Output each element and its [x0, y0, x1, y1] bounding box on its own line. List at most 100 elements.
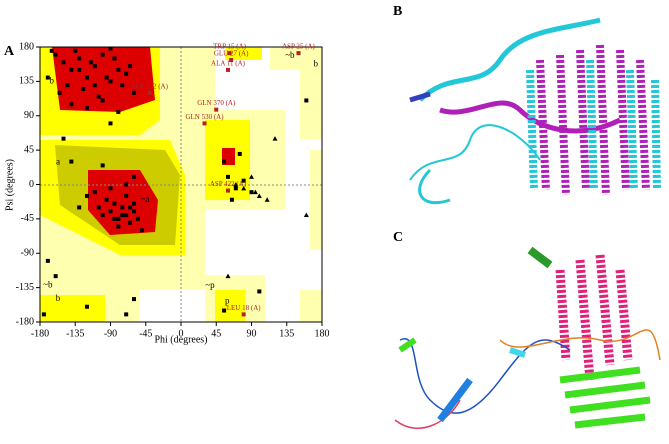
annotated-residue: [147, 90, 152, 95]
point: [73, 48, 78, 53]
annotation: ASP 422 (A): [210, 180, 247, 188]
annotated-residue: [229, 57, 234, 62]
annotation: ASP 25 (A): [282, 43, 315, 51]
point: [81, 87, 86, 92]
y-tick-label: -90: [21, 248, 34, 259]
protein-structure-b: [409, 17, 661, 205]
annotation: ALA 11 (A): [211, 60, 246, 68]
point: [225, 273, 231, 279]
point: [96, 94, 101, 99]
point: [135, 216, 140, 221]
point: [96, 205, 101, 210]
y-tick-label: -45: [21, 213, 34, 224]
x-tick-label: -180: [31, 328, 49, 339]
annotation: TRP 15 (A): [213, 43, 246, 51]
point: [252, 189, 258, 195]
point: [92, 83, 97, 88]
annotated-residue: [296, 51, 301, 56]
point: [116, 224, 121, 229]
region-label: b: [50, 75, 55, 85]
point: [69, 159, 74, 164]
point: [116, 67, 121, 72]
annotation: SER 132 (A): [131, 82, 168, 90]
point: [249, 190, 254, 195]
point: [124, 193, 129, 198]
point: [112, 216, 117, 221]
plot-layer: -180 -135 -90 -45 0 45 90 135 180 -180 -135 -90 -45 0…: [16, 41, 330, 339]
x-axis-label: Phi (degrees): [154, 334, 207, 345]
point: [249, 174, 254, 179]
panel-label: A: [4, 44, 15, 59]
point: [120, 205, 125, 210]
point: [272, 136, 278, 141]
point: [139, 228, 144, 233]
annotation: GLN 370 (A): [197, 99, 236, 107]
x-tick-label: 45: [211, 328, 221, 339]
point: [108, 186, 113, 191]
point: [303, 212, 309, 218]
point: [124, 182, 129, 187]
point: [264, 197, 270, 202]
point: [104, 197, 109, 202]
annotation: GLU 27 (A): [214, 50, 249, 58]
point: [100, 98, 105, 103]
point: [132, 174, 136, 179]
point: [116, 109, 121, 114]
annotated-residue: [214, 107, 219, 112]
point: [237, 151, 242, 156]
point: [88, 60, 93, 65]
x-tick-label: -135: [66, 328, 84, 339]
point: [100, 213, 105, 218]
region-label: ~b: [285, 50, 295, 60]
point: [226, 174, 230, 179]
annotated-residue: [241, 312, 246, 317]
point: [124, 312, 129, 317]
point: [85, 75, 89, 80]
point: [92, 190, 97, 195]
point: [128, 64, 133, 69]
point: [128, 220, 133, 225]
x-tick-label: 0: [179, 328, 184, 339]
y-tick-label: -135: [16, 282, 34, 293]
point: [233, 182, 239, 187]
panel-label: C: [393, 230, 403, 245]
region-label: ~p: [205, 280, 215, 290]
y-tick-label: 90: [24, 110, 34, 121]
point: [241, 185, 247, 191]
panel-label: B: [393, 4, 402, 19]
annotation: LEU 18 (A): [227, 304, 261, 312]
y-axis-label: Psi (degrees): [4, 159, 15, 211]
protein-structure-c: [394, 246, 661, 430]
point: [53, 52, 58, 57]
x-tick-label: -45: [139, 328, 152, 339]
point: [65, 83, 70, 88]
point: [53, 274, 58, 279]
point: [116, 216, 121, 221]
annotated-residue: [227, 51, 232, 56]
point: [85, 106, 89, 111]
point: [77, 205, 82, 210]
point: [124, 213, 129, 218]
point: [124, 71, 129, 76]
point: [112, 56, 117, 61]
y-tick-label: 45: [24, 144, 34, 155]
point: [108, 46, 113, 51]
point: [57, 90, 62, 95]
point: [128, 205, 133, 210]
point: [132, 297, 136, 302]
annotated-residue: [226, 188, 230, 193]
point: [256, 193, 262, 198]
y-tick-label: -180: [16, 316, 34, 327]
point: [108, 79, 113, 84]
point: [77, 67, 82, 72]
point: [69, 67, 74, 72]
x-tick-label: 135: [279, 328, 294, 339]
annotated-residue: [202, 121, 207, 126]
point: [120, 83, 125, 88]
point: [241, 178, 246, 183]
region-label: b: [313, 59, 318, 69]
point: [61, 60, 66, 65]
point: [108, 121, 113, 126]
region-label: b: [56, 293, 61, 303]
